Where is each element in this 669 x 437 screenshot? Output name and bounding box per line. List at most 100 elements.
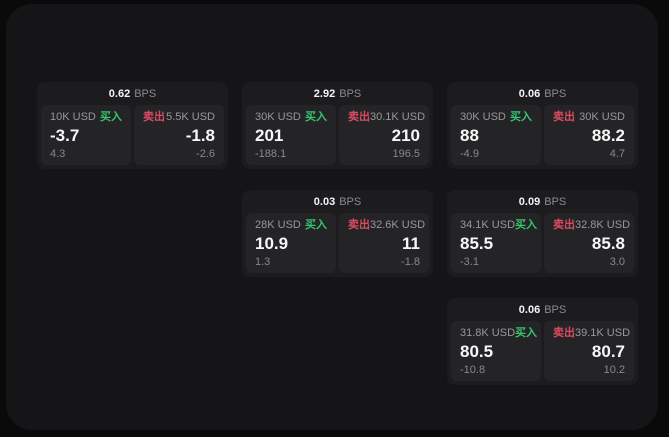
sell-price: -1.8 (185, 126, 215, 145)
bps-value: 2.92 (313, 88, 336, 100)
sell-cell-top-row: 卖出 39.1K USD (553, 327, 630, 339)
buy-cell[interactable]: 31.8K USD 买入 80.5 -10.8 (451, 321, 541, 381)
buy-price: 88 (460, 126, 479, 145)
sell-tag: 卖出 (143, 111, 165, 123)
sell-delta: 3.0 (609, 256, 625, 268)
sell-cell[interactable]: 卖出 32.6K USD 11 -1.8 (339, 213, 429, 273)
sell-price: 80.7 (591, 342, 625, 361)
bps-unit-label: BPS (544, 304, 567, 316)
buy-delta: -4.9 (460, 148, 479, 160)
quote-card: 0.62 BPS 10K USD 买入 -3.7 4.3 卖出 5.5K USD… (37, 82, 228, 169)
card-header: 0.09 BPS (451, 194, 634, 211)
bps-value: 0.62 (108, 88, 131, 100)
sell-tag: 卖出 (553, 327, 575, 339)
sell-amount-label: 5.5K USD (166, 111, 215, 123)
buy-tag: 买入 (305, 219, 327, 231)
sell-price: 85.8 (591, 234, 625, 253)
buy-amount-label: 10K USD (50, 111, 96, 123)
quote-cells: 34.1K USD 买入 85.5 -3.1 卖出 32.8K USD 85.8… (451, 213, 634, 273)
quote-cells: 30K USD 买入 201 -188.1 卖出 30.1K USD 210 1… (246, 105, 429, 165)
quote-card: 0.09 BPS 34.1K USD 买入 85.5 -3.1 卖出 32.8K… (447, 190, 638, 277)
buy-delta: -10.8 (460, 364, 486, 376)
card-header: 2.92 BPS (246, 86, 429, 103)
buy-cell[interactable]: 28K USD 买入 10.9 1.3 (246, 213, 336, 273)
buy-amount-label: 34.1K USD (460, 219, 516, 231)
sell-amount-label: 32.6K USD (370, 219, 426, 231)
sell-price: 210 (391, 126, 420, 145)
buy-price: 10.9 (255, 234, 289, 253)
buy-amount-label: 30K USD (255, 111, 301, 123)
buy-amount-label: 31.8K USD (460, 327, 516, 339)
sell-amount-label: 32.8K USD (575, 219, 631, 231)
buy-tag: 买入 (305, 111, 327, 123)
bps-unit-label: BPS (544, 88, 567, 100)
bps-value: 0.06 (518, 88, 541, 100)
buy-delta: 1.3 (255, 256, 271, 268)
card-header: 0.06 BPS (451, 86, 634, 103)
quote-card: 0.06 BPS 31.8K USD 买入 80.5 -10.8 卖出 39.1… (447, 298, 638, 385)
sell-tag: 卖出 (348, 111, 370, 123)
sell-tag: 卖出 (553, 111, 575, 123)
buy-cell[interactable]: 34.1K USD 买入 85.5 -3.1 (451, 213, 541, 273)
buy-cell-top-row: 30K USD 买入 (255, 111, 327, 123)
buy-delta: -188.1 (255, 148, 287, 160)
sell-delta: -2.6 (196, 148, 215, 160)
bps-unit-label: BPS (339, 196, 362, 208)
buy-delta: -3.1 (460, 256, 479, 268)
buy-tag: 买入 (510, 111, 532, 123)
bps-unit-label: BPS (544, 196, 567, 208)
sell-cell[interactable]: 卖出 32.8K USD 85.8 3.0 (544, 213, 634, 273)
buy-price: -3.7 (50, 126, 80, 145)
buy-cell-top-row: 30K USD 买入 (460, 111, 532, 123)
sell-delta: 4.7 (609, 148, 625, 160)
quote-cells: 31.8K USD 买入 80.5 -10.8 卖出 39.1K USD 80.… (451, 321, 634, 381)
sell-cell[interactable]: 卖出 30K USD 88.2 4.7 (544, 105, 634, 165)
buy-tag: 买入 (515, 219, 538, 231)
bps-unit-label: BPS (339, 88, 362, 100)
buy-amount-label: 28K USD (255, 219, 301, 231)
sell-tag: 卖出 (553, 219, 575, 231)
buy-price: 80.5 (460, 342, 494, 361)
sell-price: 88.2 (591, 126, 625, 145)
card-header: 0.03 BPS (246, 194, 429, 211)
buy-tag: 买入 (515, 327, 538, 339)
sell-cell-top-row: 卖出 32.6K USD (348, 219, 425, 231)
sell-cell[interactable]: 卖出 39.1K USD 80.7 10.2 (544, 321, 634, 381)
sell-delta: 196.5 (392, 148, 420, 160)
buy-cell-top-row: 31.8K USD 买入 (460, 327, 537, 339)
sell-cell[interactable]: 卖出 30.1K USD 210 196.5 (339, 105, 429, 165)
bps-value: 0.06 (518, 304, 541, 316)
sell-cell-top-row: 卖出 5.5K USD (143, 111, 215, 123)
buy-cell-top-row: 34.1K USD 买入 (460, 219, 537, 231)
buy-price: 201 (255, 126, 284, 145)
sell-cell-top-row: 卖出 30K USD (553, 111, 625, 123)
sell-amount-label: 39.1K USD (575, 327, 631, 339)
sell-cell-top-row: 卖出 32.8K USD (553, 219, 630, 231)
sell-cell[interactable]: 卖出 5.5K USD -1.8 -2.6 (134, 105, 224, 165)
bps-value: 0.09 (518, 196, 541, 208)
quote-card: 0.06 BPS 30K USD 买入 88 -4.9 卖出 30K USD 8… (447, 82, 638, 169)
sell-tag: 卖出 (348, 219, 370, 231)
buy-cell[interactable]: 30K USD 买入 88 -4.9 (451, 105, 541, 165)
buy-cell-top-row: 28K USD 买入 (255, 219, 327, 231)
bps-unit-label: BPS (134, 88, 157, 100)
buy-delta: 4.3 (50, 148, 66, 160)
sell-amount-label: 30K USD (579, 111, 625, 123)
quote-card: 2.92 BPS 30K USD 买入 201 -188.1 卖出 30.1K … (242, 82, 433, 169)
bps-value: 0.03 (313, 196, 336, 208)
sell-delta: -1.8 (401, 256, 420, 268)
sell-cell-top-row: 卖出 30.1K USD (348, 111, 425, 123)
buy-tag: 买入 (100, 111, 122, 123)
buy-cell-top-row: 10K USD 买入 (50, 111, 122, 123)
quote-cells: 10K USD 买入 -3.7 4.3 卖出 5.5K USD -1.8 -2.… (41, 105, 224, 165)
quote-cells: 28K USD 买入 10.9 1.3 卖出 32.6K USD 11 -1.8 (246, 213, 429, 273)
sell-amount-label: 30.1K USD (370, 111, 426, 123)
card-header: 0.06 BPS (451, 302, 634, 319)
quote-cells: 30K USD 买入 88 -4.9 卖出 30K USD 88.2 4.7 (451, 105, 634, 165)
buy-cell[interactable]: 30K USD 买入 201 -188.1 (246, 105, 336, 165)
buy-amount-label: 30K USD (460, 111, 506, 123)
buy-cell[interactable]: 10K USD 买入 -3.7 4.3 (41, 105, 131, 165)
sell-delta: 10.2 (603, 364, 625, 376)
card-header: 0.62 BPS (41, 86, 224, 103)
